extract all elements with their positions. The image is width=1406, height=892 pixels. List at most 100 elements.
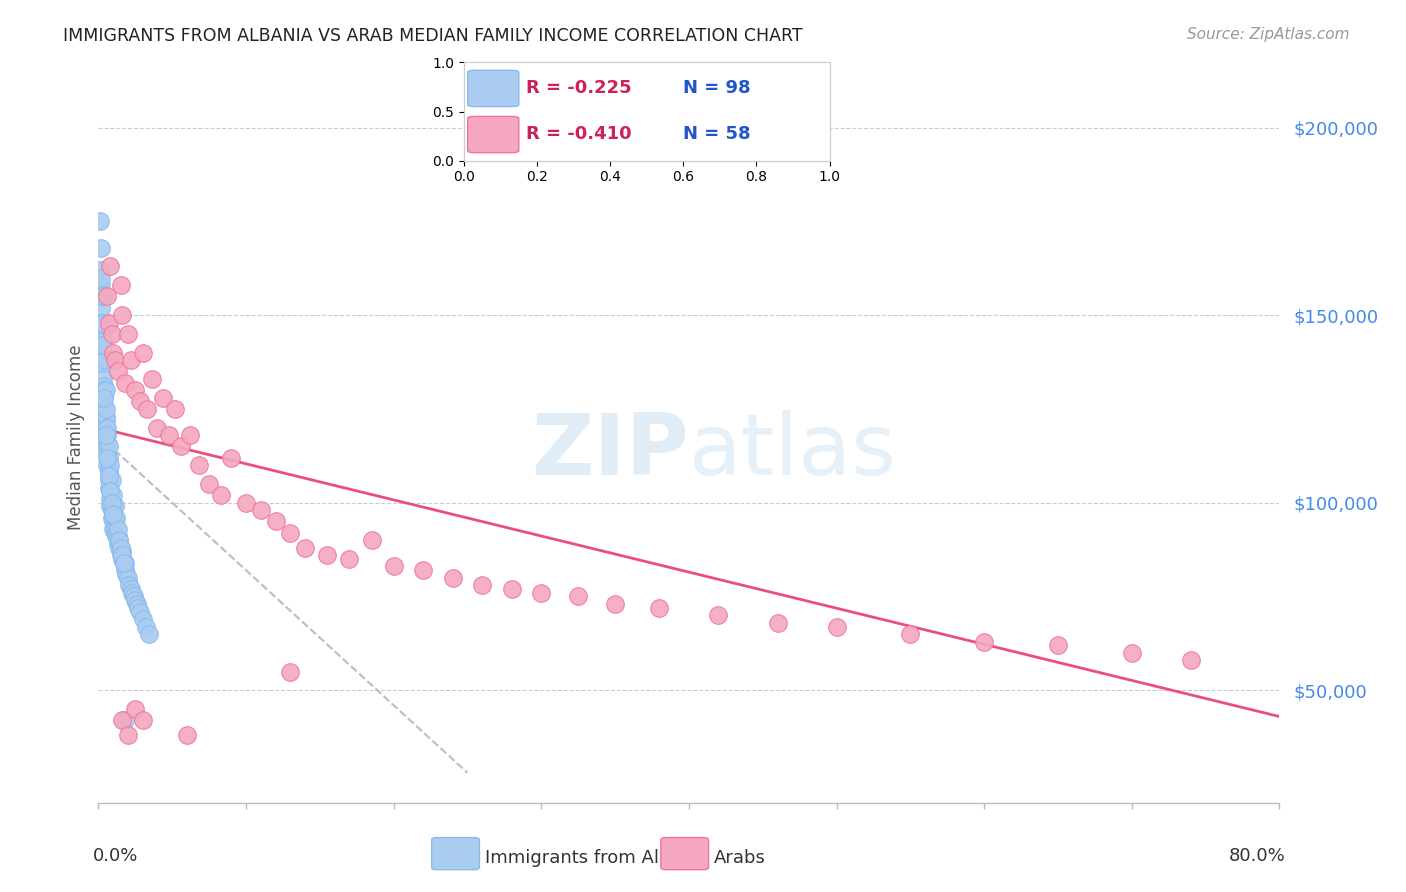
Point bbox=[104, 518, 127, 533]
Point bbox=[117, 728, 139, 742]
Point bbox=[108, 533, 131, 548]
Point bbox=[103, 500, 125, 514]
Point bbox=[94, 420, 117, 434]
Point bbox=[90, 270, 112, 285]
Text: 0.0%: 0.0% bbox=[93, 847, 138, 864]
Point bbox=[118, 578, 141, 592]
Text: R = -0.410: R = -0.410 bbox=[526, 125, 631, 143]
Point bbox=[605, 597, 627, 611]
Point bbox=[91, 345, 114, 359]
Point bbox=[264, 515, 287, 529]
Point bbox=[100, 510, 122, 524]
Point bbox=[825, 619, 848, 633]
Point bbox=[157, 428, 180, 442]
Point bbox=[111, 552, 134, 566]
Point bbox=[98, 500, 121, 514]
Text: ZIP: ZIP bbox=[531, 410, 689, 493]
Point bbox=[97, 450, 120, 465]
Point bbox=[125, 597, 148, 611]
Point bbox=[98, 477, 121, 491]
Point bbox=[250, 503, 273, 517]
FancyBboxPatch shape bbox=[468, 70, 519, 107]
Point bbox=[471, 578, 494, 592]
Point bbox=[93, 398, 115, 412]
Point bbox=[110, 541, 132, 555]
Point bbox=[97, 316, 120, 330]
Point bbox=[107, 522, 129, 536]
Y-axis label: Median Family Income: Median Family Income bbox=[66, 344, 84, 530]
Point bbox=[96, 428, 118, 442]
Point bbox=[120, 353, 142, 368]
Point bbox=[973, 634, 995, 648]
Point bbox=[93, 406, 115, 420]
Point bbox=[108, 541, 131, 555]
Point bbox=[97, 469, 120, 483]
Text: atlas: atlas bbox=[689, 410, 897, 493]
Point bbox=[108, 533, 131, 548]
Point bbox=[96, 420, 118, 434]
Point bbox=[94, 428, 117, 442]
Point bbox=[132, 345, 155, 359]
Point bbox=[117, 571, 139, 585]
Text: Arabs: Arabs bbox=[714, 849, 766, 867]
Point bbox=[339, 552, 360, 566]
Point bbox=[219, 450, 242, 465]
Point bbox=[98, 458, 121, 473]
Point bbox=[165, 401, 187, 416]
Point bbox=[90, 301, 112, 315]
Point bbox=[103, 345, 125, 359]
Point bbox=[360, 533, 382, 548]
Point bbox=[93, 391, 115, 405]
Point bbox=[114, 713, 136, 727]
Point bbox=[111, 544, 134, 558]
Point bbox=[93, 391, 115, 405]
Point bbox=[132, 713, 155, 727]
Point bbox=[128, 605, 150, 619]
Point bbox=[103, 522, 125, 536]
Point bbox=[152, 391, 174, 405]
Point bbox=[94, 401, 117, 416]
Text: R = -0.225: R = -0.225 bbox=[526, 79, 631, 97]
Point bbox=[122, 590, 145, 604]
Point bbox=[100, 326, 122, 341]
Point bbox=[1046, 638, 1069, 652]
Point bbox=[103, 507, 125, 521]
Point bbox=[114, 376, 136, 390]
Point bbox=[97, 481, 120, 495]
Point bbox=[104, 525, 127, 540]
Point bbox=[91, 338, 114, 352]
Point bbox=[128, 394, 150, 409]
Point bbox=[97, 462, 120, 476]
Point bbox=[104, 500, 127, 514]
Point bbox=[96, 435, 118, 450]
Point bbox=[105, 510, 128, 524]
Point bbox=[138, 627, 160, 641]
Point bbox=[91, 372, 114, 386]
Point bbox=[567, 590, 589, 604]
Point bbox=[90, 241, 112, 255]
Point bbox=[97, 473, 120, 487]
Point bbox=[96, 447, 118, 461]
Point bbox=[648, 600, 671, 615]
Point bbox=[900, 627, 922, 641]
Point bbox=[124, 593, 146, 607]
Text: IMMIGRANTS FROM ALBANIA VS ARAB MEDIAN FAMILY INCOME CORRELATION CHART: IMMIGRANTS FROM ALBANIA VS ARAB MEDIAN F… bbox=[63, 27, 803, 45]
Point bbox=[501, 582, 523, 596]
Point bbox=[98, 260, 121, 274]
Point bbox=[93, 383, 115, 397]
Point bbox=[100, 473, 122, 487]
Point bbox=[707, 608, 730, 623]
Point bbox=[124, 702, 146, 716]
Point bbox=[91, 316, 114, 330]
Text: N = 58: N = 58 bbox=[683, 125, 751, 143]
Point bbox=[294, 541, 316, 555]
Point bbox=[98, 491, 121, 506]
FancyBboxPatch shape bbox=[468, 117, 519, 153]
Point bbox=[91, 334, 114, 349]
Point bbox=[111, 548, 134, 562]
Point bbox=[104, 510, 127, 524]
Point bbox=[132, 612, 155, 626]
Point bbox=[176, 728, 198, 742]
Point bbox=[100, 496, 122, 510]
Point bbox=[117, 326, 139, 341]
